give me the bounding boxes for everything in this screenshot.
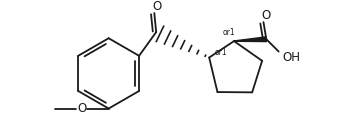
Text: O: O	[262, 9, 271, 22]
Text: O: O	[152, 0, 162, 13]
Text: or1: or1	[223, 28, 236, 37]
Text: O: O	[77, 102, 87, 115]
Text: or1: or1	[214, 48, 227, 57]
Polygon shape	[234, 37, 266, 42]
Text: OH: OH	[282, 51, 300, 64]
